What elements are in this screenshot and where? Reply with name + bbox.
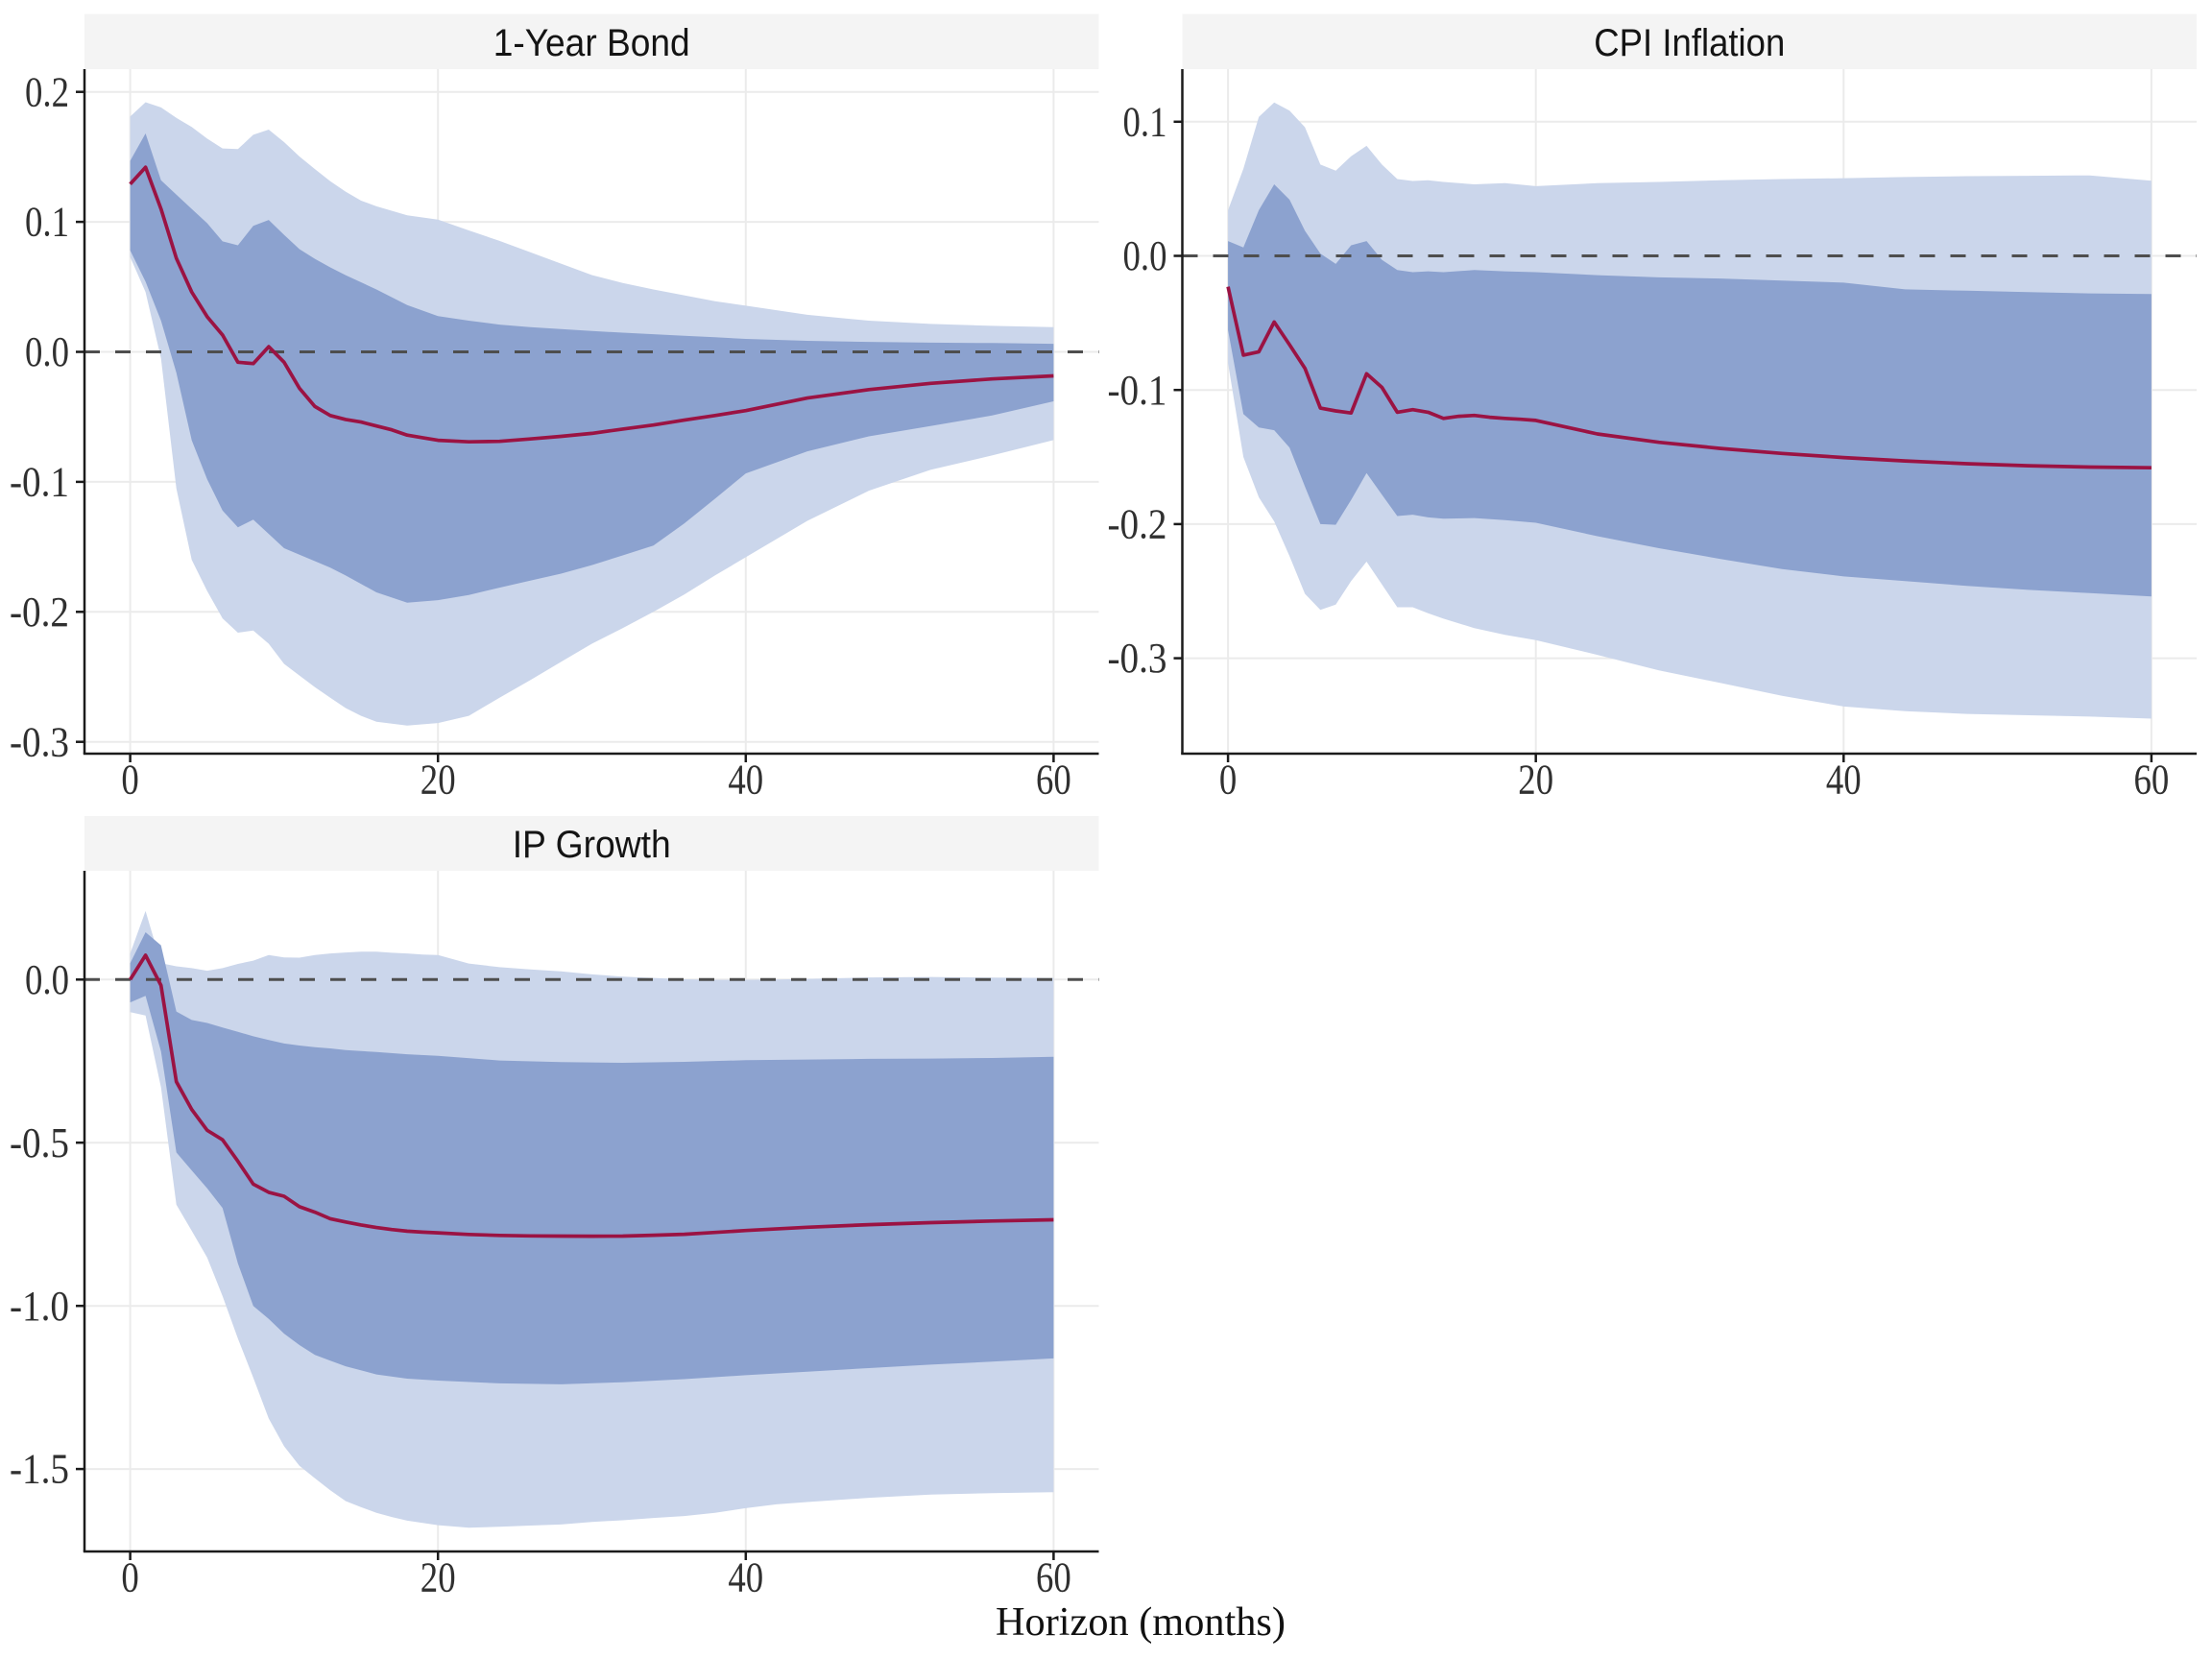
svg-text:0: 0 bbox=[1219, 757, 1237, 804]
svg-text:-1.5: -1.5 bbox=[10, 1446, 69, 1493]
svg-text:60: 60 bbox=[1036, 1554, 1071, 1601]
svg-text:40: 40 bbox=[728, 1554, 763, 1601]
svg-text:-0.1: -0.1 bbox=[10, 459, 69, 506]
svg-text:1-Year Bond: 1-Year Bond bbox=[493, 22, 690, 64]
svg-text:0: 0 bbox=[121, 1554, 138, 1601]
svg-text:CPI Inflation: CPI Inflation bbox=[1594, 22, 1785, 64]
svg-text:-0.2: -0.2 bbox=[10, 589, 69, 636]
svg-text:0.1: 0.1 bbox=[25, 199, 69, 246]
svg-text:-0.3: -0.3 bbox=[1108, 635, 1167, 682]
svg-text:-0.3: -0.3 bbox=[10, 718, 69, 765]
svg-text:IP Growth: IP Growth bbox=[513, 824, 671, 866]
svg-text:40: 40 bbox=[728, 757, 763, 804]
svg-text:-0.2: -0.2 bbox=[1108, 501, 1167, 548]
svg-text:20: 20 bbox=[421, 757, 456, 804]
svg-text:-1.0: -1.0 bbox=[10, 1283, 69, 1330]
svg-text:Horizon (months): Horizon (months) bbox=[996, 1600, 1286, 1645]
svg-text:-0.1: -0.1 bbox=[1108, 367, 1167, 414]
svg-text:60: 60 bbox=[1036, 757, 1071, 804]
svg-text:0: 0 bbox=[121, 757, 138, 804]
svg-text:-0.5: -0.5 bbox=[10, 1119, 69, 1166]
svg-text:60: 60 bbox=[2134, 757, 2170, 804]
svg-text:0.0: 0.0 bbox=[25, 956, 69, 1003]
svg-text:40: 40 bbox=[1826, 757, 1862, 804]
svg-text:0.2: 0.2 bbox=[25, 68, 69, 115]
svg-text:0.0: 0.0 bbox=[25, 328, 69, 375]
svg-text:20: 20 bbox=[1518, 757, 1553, 804]
svg-text:0.1: 0.1 bbox=[1123, 98, 1167, 145]
svg-text:0.0: 0.0 bbox=[1123, 232, 1167, 279]
svg-text:20: 20 bbox=[421, 1554, 456, 1601]
